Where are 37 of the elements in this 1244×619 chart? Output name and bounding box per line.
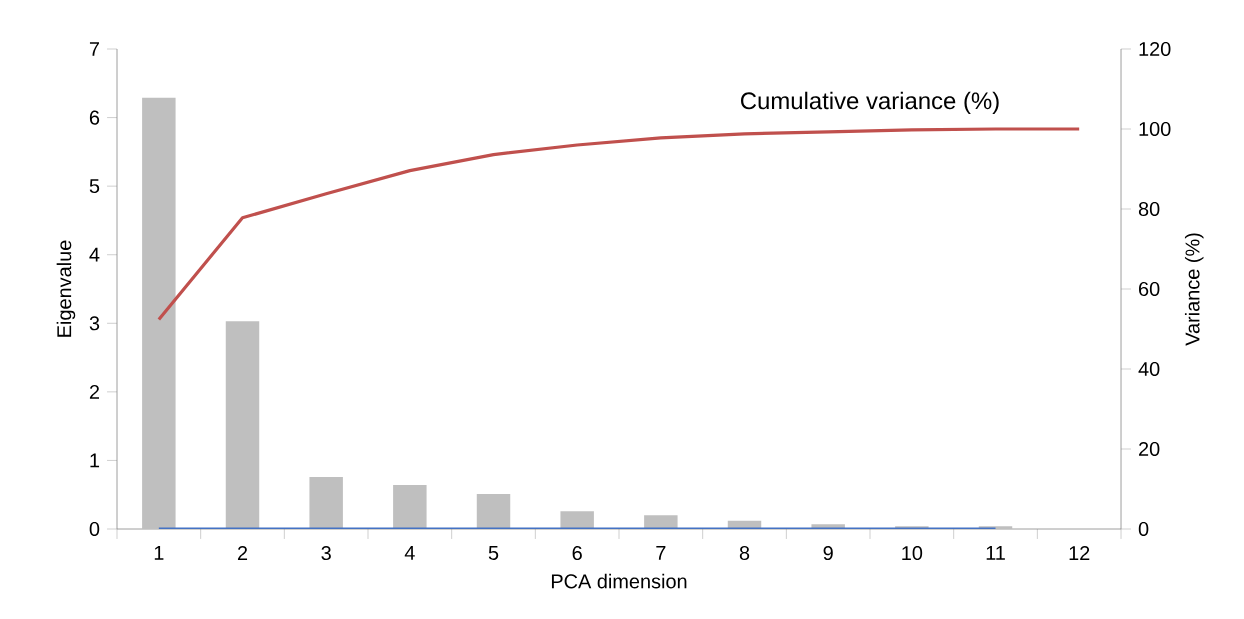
y2-axis-title: Variance (%) xyxy=(1184,233,1204,346)
x-tick-label: 7 xyxy=(656,545,666,560)
bar xyxy=(225,321,260,529)
bar xyxy=(476,494,511,529)
x-tick-label: 5 xyxy=(488,545,499,560)
x-tick-label: 11 xyxy=(986,545,1005,560)
line-series xyxy=(157,127,1081,321)
x-tick-label: 3 xyxy=(321,546,331,561)
x-tick-label: 10 xyxy=(902,546,923,561)
bar xyxy=(309,476,343,529)
series-label: Cumulative variance (%) xyxy=(741,91,999,114)
y-tick-label: 4 xyxy=(89,247,100,262)
y-axis-title: Eigenvalue xyxy=(56,240,76,337)
y2-tick-label: 100 xyxy=(1139,121,1171,137)
y2-tick-label: 60 xyxy=(1139,281,1160,297)
x-tick-label: 1 xyxy=(154,545,164,560)
x-tick-label: 12 xyxy=(1069,546,1090,560)
y-tick-label: 7 xyxy=(89,42,100,56)
y2-tick-label: 20 xyxy=(1139,441,1160,457)
x-tick-label: 4 xyxy=(404,545,415,560)
y2-tick-label: 120 xyxy=(1139,41,1171,57)
y-tick-label: 1 xyxy=(90,453,100,468)
y-tick-label: 2 xyxy=(89,384,100,399)
x-tick-label: 6 xyxy=(572,546,582,561)
y-tick-label: 3 xyxy=(89,316,100,331)
x-tick-label: 9 xyxy=(823,546,833,561)
x-tick-label: 8 xyxy=(739,546,750,561)
y-tick-label: 0 xyxy=(89,521,100,537)
bar xyxy=(142,97,176,529)
x-axis-title: PCA dimension xyxy=(551,573,687,589)
y2-tick-label: 40 xyxy=(1138,361,1160,377)
y-tick-label: 5 xyxy=(89,179,100,194)
y2-tick-label: 0 xyxy=(1138,521,1149,537)
x-tick-label: 2 xyxy=(237,546,248,560)
y2-tick-label: 80 xyxy=(1138,201,1160,217)
y-tick-label: 6 xyxy=(89,110,100,125)
bar xyxy=(393,485,427,529)
